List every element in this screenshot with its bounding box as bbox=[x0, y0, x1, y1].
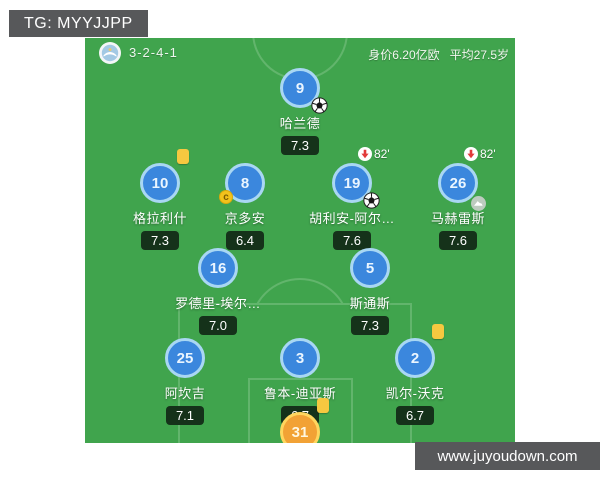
player-rating: 7.6 bbox=[332, 231, 372, 250]
sub-off-icon bbox=[358, 147, 372, 161]
player-name: 格拉利什 bbox=[132, 211, 187, 226]
goal-box-line bbox=[248, 378, 353, 443]
player-number-circle: 16 bbox=[198, 248, 238, 288]
player-name: 凯尔-沃克 bbox=[385, 386, 445, 401]
player-26[interactable]: 26 82' 马赫雷斯 7.6 bbox=[398, 147, 515, 250]
player-number: 19 bbox=[343, 174, 361, 192]
goal-ball-icon bbox=[363, 192, 380, 209]
player-name: 阿坎吉 bbox=[164, 386, 206, 401]
player-rating: 7.3 bbox=[280, 136, 320, 155]
player-name: 鲁本-迪亚斯 bbox=[263, 386, 337, 401]
player-name: 京多安 bbox=[224, 211, 266, 226]
player-number: 9 bbox=[295, 79, 305, 97]
sub-off-icon bbox=[464, 147, 478, 161]
player-name: 罗德里-埃尔… bbox=[175, 296, 261, 311]
player-5[interactable]: 5 斯通斯 7.3 bbox=[310, 248, 430, 335]
player-name: 哈兰德 bbox=[279, 116, 321, 131]
player-16[interactable]: 16 罗德里-埃尔… 7.0 bbox=[158, 248, 278, 335]
player-number: 3 bbox=[295, 349, 305, 367]
yellow-card-icon bbox=[317, 398, 329, 413]
formation-label: 3-2-4-1 bbox=[129, 45, 178, 60]
sub-off-minute: 82' bbox=[374, 147, 390, 161]
player-number-circle: 3 bbox=[280, 338, 320, 378]
player-rating: 7.6 bbox=[438, 231, 478, 250]
player-number-circle: 5 bbox=[350, 248, 390, 288]
player-number: 25 bbox=[176, 349, 194, 367]
player-9[interactable]: 9 哈兰德 7.3 bbox=[240, 68, 360, 155]
player-number: 16 bbox=[209, 259, 227, 277]
player-number-circle: 26 bbox=[438, 163, 478, 203]
player-number-circle: 2 bbox=[395, 338, 435, 378]
player-rating: 6.7 bbox=[395, 406, 435, 425]
goal-ball-icon bbox=[311, 97, 328, 114]
team-stats: 身价6.20亿欧 平均27.5岁 bbox=[368, 46, 509, 63]
player-name: 马赫雷斯 bbox=[430, 211, 485, 226]
player-2[interactable]: 2 凯尔-沃克 6.7 bbox=[355, 324, 475, 425]
pitch-header: 3-2-4-1 身价6.20亿欧 平均27.5岁 bbox=[85, 38, 515, 68]
player-19[interactable]: 19 82' 胡利安-阿尔… 7.6 bbox=[292, 147, 412, 250]
assist-icon bbox=[471, 196, 486, 211]
player-name: 斯通斯 bbox=[349, 296, 391, 311]
pitch: 3-2-4-1 身价6.20亿欧 平均27.5岁 9 哈兰德 7.3 10 格拉利什 7.… bbox=[85, 38, 515, 443]
player-rating: 7.0 bbox=[198, 316, 238, 335]
player-number: 31 bbox=[291, 423, 309, 441]
player-rating: 7.3 bbox=[350, 316, 390, 335]
watermark-top: TG: MYYJJPP bbox=[9, 10, 148, 37]
player-number: 26 bbox=[449, 174, 467, 192]
player-number-circle: 10 bbox=[140, 163, 180, 203]
player-number: 8 bbox=[240, 174, 250, 192]
player-31[interactable]: 31 bbox=[240, 398, 360, 443]
yellow-card-icon bbox=[177, 149, 189, 164]
watermark-bottom: www.juyoudown.com bbox=[415, 442, 600, 470]
penalty-arc-line bbox=[250, 278, 350, 303]
captain-icon: c bbox=[219, 190, 233, 204]
sub-off-minute: 82' bbox=[480, 147, 496, 161]
player-rating: 7.1 bbox=[165, 406, 205, 425]
player-8[interactable]: 8 c 京多安 6.4 bbox=[185, 163, 305, 250]
average-age-label: 平均27.5岁 bbox=[449, 48, 509, 62]
sub-off-badge: 82' bbox=[464, 147, 496, 161]
sub-off-badge: 82' bbox=[358, 147, 390, 161]
player-25[interactable]: 25 阿坎吉 7.1 bbox=[125, 338, 245, 425]
player-name: 胡利安-阿尔… bbox=[309, 211, 395, 226]
yellow-card-icon bbox=[432, 324, 444, 339]
player-number: 10 bbox=[151, 174, 169, 192]
player-number-circle: 25 bbox=[165, 338, 205, 378]
player-number: 5 bbox=[365, 259, 375, 277]
market-value-label: 身价6.20亿欧 bbox=[368, 48, 440, 62]
player-number-circle: 31 bbox=[280, 412, 320, 443]
player-number: 2 bbox=[410, 349, 420, 367]
player-rating: 7.3 bbox=[140, 231, 180, 250]
team-badge-icon bbox=[99, 42, 121, 64]
player-rating: 6.4 bbox=[225, 231, 265, 250]
player-10[interactable]: 10 格拉利什 7.3 bbox=[100, 149, 220, 250]
